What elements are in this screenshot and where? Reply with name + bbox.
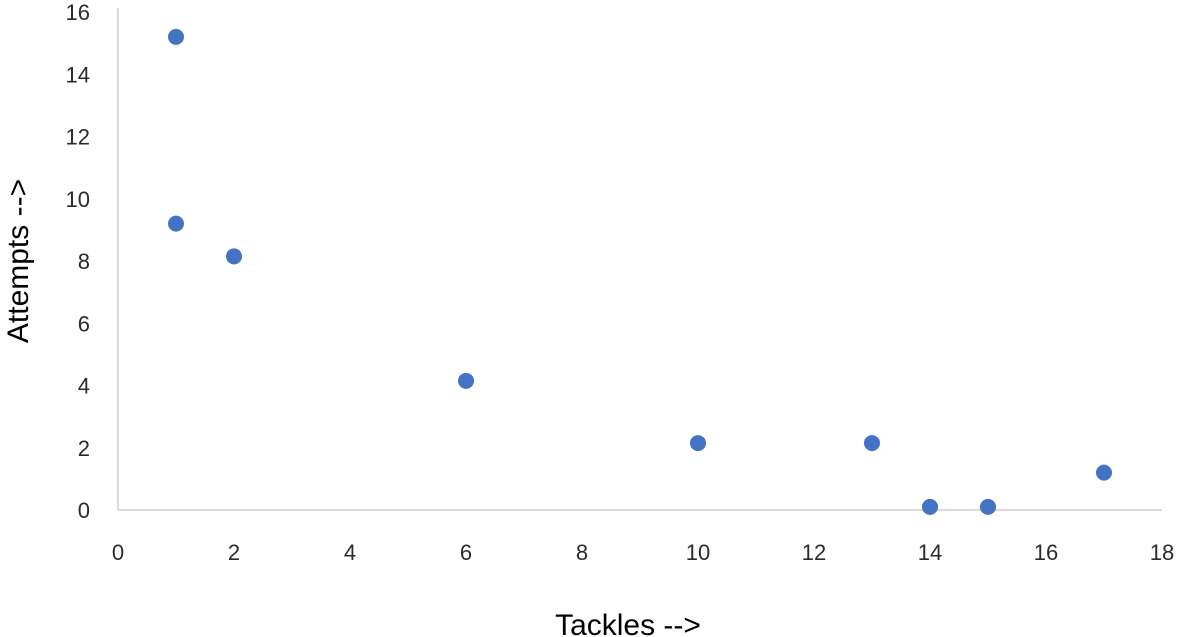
data-point bbox=[168, 215, 184, 232]
x-tick-label: 14 bbox=[918, 540, 942, 565]
y-axis-title: Attempts --> bbox=[2, 179, 35, 343]
data-point bbox=[980, 498, 996, 515]
y-tick-label: 8 bbox=[78, 249, 90, 274]
x-tick-label: 4 bbox=[344, 540, 356, 565]
data-point bbox=[690, 435, 706, 452]
x-tick-label: 18 bbox=[1150, 540, 1174, 565]
x-tick-label: 2 bbox=[228, 540, 240, 565]
y-tick-label: 6 bbox=[78, 311, 90, 336]
data-point bbox=[922, 498, 938, 515]
y-tick-labels: 0 2 4 6 8 10 12 14 16 bbox=[66, 0, 90, 523]
x-tick-label: 6 bbox=[460, 540, 472, 565]
y-tick-label: 10 bbox=[66, 187, 90, 212]
x-tick-label: 0 bbox=[112, 540, 124, 565]
x-tick-labels: 0 2 4 6 8 10 12 14 16 18 bbox=[112, 540, 1174, 565]
y-tick-label: 16 bbox=[66, 0, 90, 25]
axes bbox=[117, 8, 1162, 511]
y-tick-label: 2 bbox=[78, 436, 90, 461]
x-tick-label: 12 bbox=[802, 540, 826, 565]
y-tick-label: 14 bbox=[66, 62, 90, 87]
x-tick-label: 10 bbox=[686, 540, 710, 565]
data-point bbox=[168, 28, 184, 45]
y-tick-label: 12 bbox=[66, 125, 90, 150]
data-point bbox=[226, 248, 242, 265]
data-points bbox=[168, 28, 1112, 515]
data-point bbox=[864, 435, 880, 452]
y-tick-label: 0 bbox=[78, 498, 90, 523]
x-tick-label: 8 bbox=[576, 540, 588, 565]
y-tick-label: 4 bbox=[78, 374, 90, 399]
data-point bbox=[1096, 464, 1112, 481]
x-tick-label: 16 bbox=[1034, 540, 1058, 565]
x-axis-title: Tackles --> bbox=[555, 609, 701, 637]
data-point bbox=[458, 372, 474, 389]
